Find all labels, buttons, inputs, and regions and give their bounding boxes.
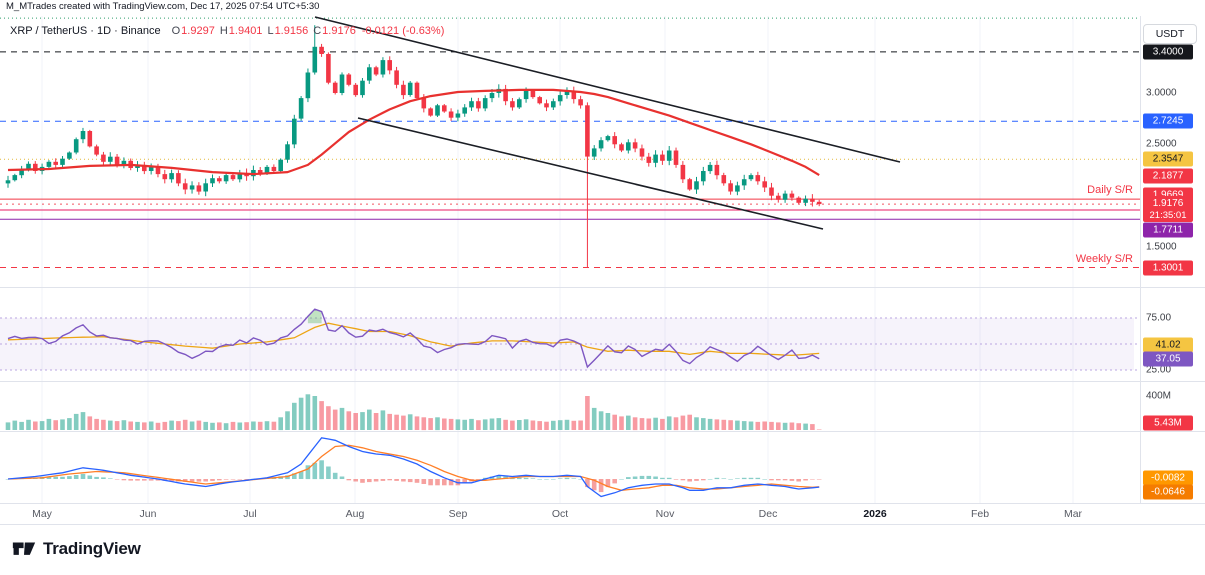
time-label: Aug bbox=[345, 508, 365, 520]
trendline[interactable] bbox=[314, 16, 901, 163]
change-value: -0.0121 (-0.63%) bbox=[361, 25, 445, 37]
ohlc-key: O bbox=[171, 25, 181, 37]
currency-toggle-button[interactable]: USDT bbox=[1143, 24, 1197, 44]
rsi-line bbox=[7, 308, 820, 369]
time-label: Jul bbox=[243, 508, 257, 520]
rsi-overbought-fill bbox=[307, 309, 322, 324]
symbol-legend[interactable]: XRP / TetherUS · 1D · Binance O1.9297 H1.… bbox=[10, 25, 444, 37]
footer: TradingView bbox=[0, 530, 1205, 575]
time-label: Sep bbox=[448, 508, 468, 520]
ohlc-value: 1.9176 bbox=[322, 25, 356, 37]
time-label: Jun bbox=[139, 508, 157, 520]
ohlc-value: 1.9401 bbox=[228, 25, 263, 37]
time-label: Dec bbox=[758, 508, 778, 520]
macd-line bbox=[7, 437, 820, 498]
volume-bars bbox=[5, 394, 822, 431]
ohlc-values: O1.9297 H1.9401 L1.9156 C1.9176 bbox=[167, 25, 356, 37]
time-label: 2026 bbox=[863, 508, 887, 520]
candlestick-series bbox=[5, 25, 822, 268]
ohlc-key: L bbox=[267, 25, 274, 37]
chart-canvas[interactable] bbox=[0, 0, 1205, 528]
symbol-title[interactable]: XRP / TetherUS · 1D · Binance bbox=[10, 25, 161, 37]
time-label: Mar bbox=[1063, 508, 1083, 520]
tradingview-logo[interactable]: TradingView bbox=[12, 538, 141, 559]
ohlc-key: C bbox=[313, 25, 322, 37]
time-label: May bbox=[32, 508, 52, 520]
tradingview-logo-icon bbox=[12, 542, 36, 555]
ohlc-value: 1.9297 bbox=[181, 25, 215, 37]
trendline[interactable] bbox=[357, 117, 824, 230]
time-label: Oct bbox=[551, 508, 569, 520]
time-axis[interactable]: May Jun Jul Aug Sep Oct Nov Dec 2026 Feb Mar bbox=[0, 0, 1205, 528]
macd-signal-line bbox=[7, 444, 820, 491]
tradingview-logo-text: TradingView bbox=[43, 538, 141, 558]
ma-line bbox=[7, 88, 820, 177]
attribution-text: M_MTrades created with TradingView.com, … bbox=[6, 1, 320, 12]
ohlc-key: H bbox=[219, 25, 228, 37]
ohlc-value: 1.9156 bbox=[274, 25, 309, 37]
time-label: Nov bbox=[655, 508, 675, 520]
time-label: Feb bbox=[970, 508, 990, 520]
